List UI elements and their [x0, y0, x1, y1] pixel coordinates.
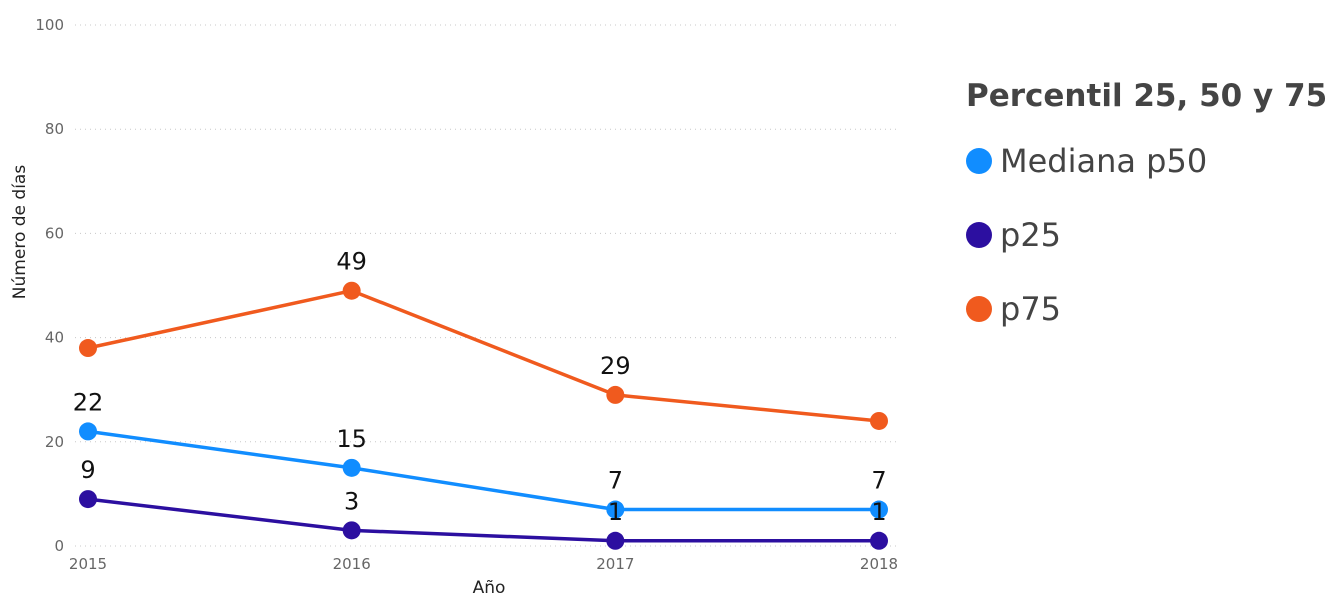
- data-point-p25[interactable]: [870, 531, 888, 550]
- data-point-p75[interactable]: [79, 339, 97, 358]
- data-label-mediana-p50: 22: [73, 388, 104, 416]
- y-tick-label: 20: [45, 433, 64, 451]
- x-axis-ticks: 2015 2016 2017 2018: [69, 555, 898, 573]
- data-point-mediana-p50[interactable]: [606, 500, 625, 519]
- y-tick-label: 60: [45, 224, 64, 242]
- legend-marker-p25: [966, 222, 992, 248]
- x-tick-label: 2018: [860, 555, 898, 573]
- data-label-p75: 49: [336, 248, 367, 276]
- series-line-p75: [87, 288, 880, 423]
- data-label-p25: 3: [344, 487, 359, 515]
- legend-marker-p75: [966, 296, 992, 322]
- x-axis-title: Año: [473, 578, 506, 596]
- legend: Percentil 25, 50 y 75 Mediana p50 p25 p7…: [966, 78, 1327, 346]
- data-label-mediana-p50: 15: [336, 425, 367, 453]
- y-tick-label: 100: [35, 16, 64, 34]
- series-line-p25: [87, 497, 879, 543]
- legend-label: Mediana p50: [1000, 142, 1208, 180]
- series-group: [79, 281, 888, 550]
- gridlines: [75, 24, 900, 547]
- data-point-p25[interactable]: [342, 521, 361, 540]
- data-label-p75: 29: [600, 352, 631, 380]
- data-point-p75[interactable]: [606, 385, 625, 404]
- y-axis-ticks: 0 20 40 60 80 100: [35, 16, 64, 555]
- data-label-mediana-p50: 7: [871, 467, 886, 495]
- y-tick-label: 0: [54, 537, 64, 555]
- legend-item-mediana-p50[interactable]: Mediana p50: [966, 124, 1327, 198]
- data-point-mediana-p50[interactable]: [870, 500, 888, 519]
- data-label-p25: 1: [608, 498, 623, 526]
- data-point-p75[interactable]: [870, 411, 888, 430]
- data-point-p25[interactable]: [79, 490, 97, 509]
- legend-item-p25[interactable]: p25: [966, 198, 1327, 272]
- x-tick-label: 2015: [69, 555, 107, 573]
- legend-marker-mediana-p50: [966, 148, 992, 174]
- series-line-mediana-p50: [87, 429, 879, 512]
- data-point-p25[interactable]: [606, 531, 625, 550]
- x-tick-label: 2016: [333, 555, 371, 573]
- data-label-p25: 9: [80, 456, 95, 484]
- legend-title: Percentil 25, 50 y 75: [966, 78, 1328, 114]
- data-label-p25: 1: [871, 498, 886, 526]
- data-point-p75[interactable]: [342, 281, 361, 300]
- y-tick-label: 40: [45, 329, 64, 347]
- y-axis-title: Número de días: [10, 165, 30, 300]
- data-point-mediana-p50[interactable]: [342, 458, 361, 477]
- legend-item-p75[interactable]: p75: [966, 272, 1327, 346]
- x-tick-label: 2017: [596, 555, 634, 573]
- data-point-mediana-p50[interactable]: [79, 422, 97, 441]
- legend-label: p25: [1000, 216, 1062, 254]
- data-labels: 22 15 7 7 9 3 1 1 49 29: [73, 248, 887, 526]
- data-label-mediana-p50: 7: [608, 467, 623, 495]
- y-tick-label: 80: [45, 120, 64, 138]
- legend-label: p75: [1000, 290, 1062, 328]
